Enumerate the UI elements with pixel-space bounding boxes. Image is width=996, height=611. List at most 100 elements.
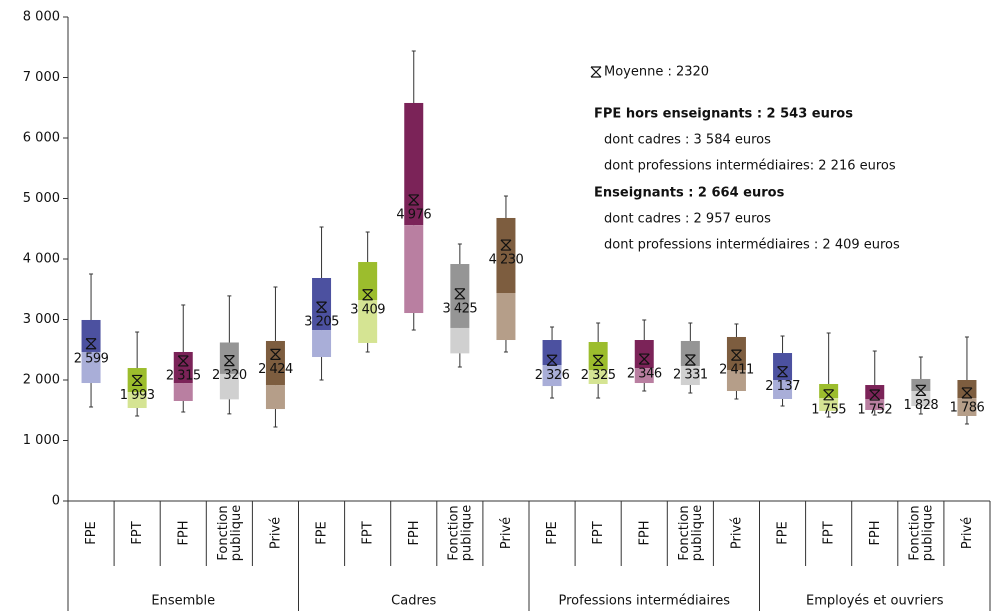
box-lower [819, 398, 839, 411]
x-tick-label: Fonctionpublique [907, 505, 935, 561]
x-tick-label: Fonctionpublique [446, 505, 474, 561]
box-upper [726, 336, 746, 371]
box-lower [726, 370, 746, 392]
y-tick-label: 1 000 [23, 433, 60, 448]
box-lower [773, 380, 793, 399]
x-tick-label-line: Privé [729, 517, 744, 549]
box-upper [680, 340, 700, 367]
x-tick-label-line: publique [228, 505, 243, 561]
x-tick-label-line: Privé [498, 517, 513, 549]
x-tick-label: Fonctionpublique [676, 505, 704, 561]
mean-label: 2 331 [673, 367, 708, 382]
box-upper [542, 340, 562, 365]
box-lower [865, 398, 885, 411]
mean-marker [500, 239, 512, 251]
mean-label: 3 205 [304, 315, 339, 330]
x-tick-label-line: FPH [867, 520, 882, 545]
group-label: Ensemble [151, 594, 215, 609]
x-tick-label: Privé [729, 517, 744, 549]
mean-marker [362, 289, 374, 301]
x-tick-label-line: Fonction [446, 505, 461, 560]
box-lower [219, 373, 239, 400]
mean-marker [270, 348, 281, 360]
x-tick-label: Privé [498, 517, 513, 549]
mean-label: 2 424 [258, 362, 293, 377]
mean-marker [177, 355, 189, 367]
x-tick-label: FPE [84, 521, 99, 545]
box-lower [450, 327, 470, 354]
y-tick-label: 7 000 [23, 70, 60, 85]
x-tick-label: FPT [360, 521, 375, 544]
x-tick-label: FPT [591, 521, 606, 544]
mean-marker [731, 349, 742, 361]
x-tick-label: FPT [821, 521, 836, 544]
x-tick-label-line: publique [689, 505, 704, 561]
legend-text: Moyenne : 2320 [604, 65, 709, 80]
mean-label: 4 976 [396, 207, 431, 222]
x-tick-label: FPT [130, 521, 145, 544]
box-lower [588, 370, 608, 384]
box-lower [81, 351, 101, 384]
x-tick-label-line: publique [459, 505, 474, 561]
mean-label: 1 828 [903, 398, 938, 413]
mean-marker [316, 301, 327, 313]
box-upper [865, 385, 885, 399]
mean-label: 4 230 [489, 253, 524, 268]
x-tick-label-line: FPE [84, 521, 99, 545]
mean-label: 1 786 [950, 400, 985, 415]
mean-label: 3 409 [350, 302, 385, 317]
box-lower [404, 225, 424, 314]
mean-marker [961, 387, 973, 399]
x-tick-label-line: FPE [775, 521, 790, 545]
box-upper [173, 351, 193, 384]
x-tick-label-line: Fonction [215, 505, 230, 560]
x-tick-label: FPH [867, 520, 882, 545]
box-upper [312, 277, 332, 331]
x-tick-label: FPE [314, 521, 329, 545]
mean-label: 2 346 [627, 367, 662, 382]
box-lower [496, 293, 516, 341]
mean-marker [592, 354, 604, 366]
mean-label: 2 315 [166, 368, 201, 383]
mean-marker [454, 288, 466, 300]
mean-marker [638, 353, 650, 365]
mean-label: 3 425 [442, 301, 477, 316]
mean-marker [408, 194, 420, 206]
x-tick-label: FPH [637, 520, 652, 545]
mean-marker [546, 354, 558, 366]
x-tick-label: FPH [176, 520, 191, 545]
x-tick-label-line: FPE [314, 521, 329, 545]
box-lower [127, 392, 147, 409]
y-tick-label: 4 000 [23, 252, 60, 267]
box-upper [81, 319, 101, 352]
mean-marker [684, 354, 696, 366]
mean-marker [85, 338, 97, 350]
y-tick-label: 8 000 [23, 10, 60, 25]
mean-marker [223, 355, 235, 367]
mean-label: 2 137 [765, 379, 800, 394]
x-tick-label-line: publique [920, 505, 935, 561]
x-tick-label-line: FPH [176, 520, 191, 545]
group-label: Cadres [391, 594, 436, 609]
box-lower [265, 385, 285, 410]
box-upper [265, 340, 285, 386]
x-tick-label-line: FPH [637, 520, 652, 545]
y-tick-label: 3 000 [23, 312, 60, 327]
x-tick-label-line: FPT [821, 521, 836, 544]
mean-marker [777, 366, 788, 378]
mean-label: 2 326 [535, 368, 570, 383]
note-heading: Enseignants : 2 664 euros [594, 186, 785, 201]
box-lower [542, 364, 562, 387]
mean-label: 1 993 [120, 388, 155, 403]
box-upper [496, 217, 516, 294]
mean-marker [915, 384, 927, 397]
mean-label: 2 411 [719, 363, 754, 378]
x-tick-label: FPE [545, 521, 560, 545]
note: dont cadres : 2 957 euros [604, 212, 771, 227]
box-upper [957, 380, 977, 399]
x-tick-label-line: FPH [406, 520, 421, 545]
mean-label: 2 320 [212, 368, 247, 383]
mean-label: 1 755 [811, 402, 846, 417]
x-tick-label: Privé [959, 517, 974, 549]
legend-marker [590, 66, 602, 78]
